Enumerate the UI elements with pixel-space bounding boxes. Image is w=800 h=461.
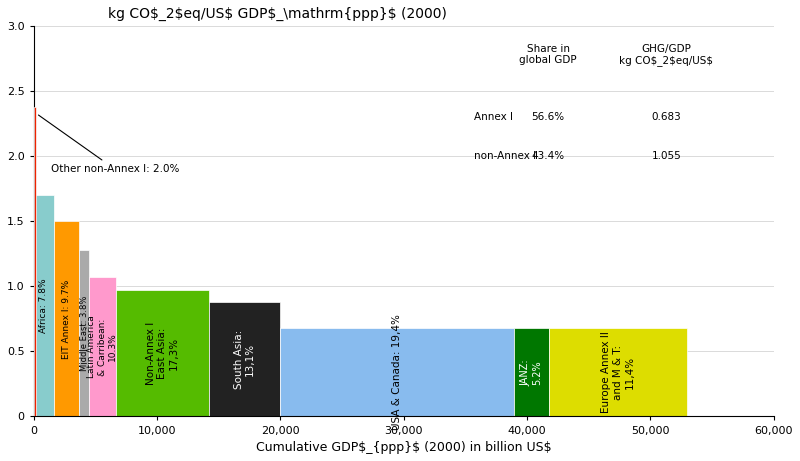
Text: 43.4%: 43.4% [531, 151, 565, 161]
Bar [209, 302, 280, 416]
X-axis label: Cumulative GDP$_{ppp}$ (2000) in billion US$: Cumulative GDP$_{ppp}$ (2000) in billion… [256, 441, 551, 454]
Bar [34, 195, 54, 416]
Bar [89, 278, 116, 416]
Text: EIT Annex I: 9.7%: EIT Annex I: 9.7% [62, 279, 71, 359]
Text: Share in
global GDP: Share in global GDP [519, 44, 577, 65]
Bar [116, 290, 209, 416]
Bar [280, 328, 514, 416]
Text: 0.683: 0.683 [652, 112, 682, 122]
Text: Middle East: 3.8%: Middle East: 3.8% [79, 296, 89, 371]
Bar [34, 107, 36, 416]
Text: Africa: 7.8%: Africa: 7.8% [39, 278, 48, 333]
Text: South Asia:
13,1%: South Asia: 13,1% [234, 330, 255, 389]
Bar [549, 328, 687, 416]
Text: GHG/GDP
kg CO$_2$eq/US$: GHG/GDP kg CO$_2$eq/US$ [619, 44, 714, 66]
Text: Other non-Annex I: 2.0%: Other non-Annex I: 2.0% [38, 115, 179, 174]
Text: kg CO$_2$eq/US$ GDP$_\mathrm{ppp}$ (2000): kg CO$_2$eq/US$ GDP$_\mathrm{ppp}$ (2000… [108, 7, 446, 21]
Text: Non-Annex I
East Asia:
17,3%: Non-Annex I East Asia: 17,3% [146, 322, 179, 385]
Text: 1.055: 1.055 [652, 151, 682, 161]
Text: non-Annex I: non-Annex I [474, 151, 536, 161]
Bar [54, 221, 79, 416]
Text: USA & Canada: 19,4%: USA & Canada: 19,4% [392, 314, 402, 430]
Bar [514, 328, 549, 416]
Text: JANZ:
5.2%: JANZ: 5.2% [521, 359, 542, 385]
Text: Latin America
& Carribean:
10.3%: Latin America & Carribean: 10.3% [87, 315, 118, 378]
Text: Annex I: Annex I [474, 112, 513, 122]
Text: 56.6%: 56.6% [531, 112, 565, 122]
Text: Europe Annex II
and M & T:
11,4%: Europe Annex II and M & T: 11,4% [602, 331, 634, 413]
Bar [79, 250, 89, 416]
